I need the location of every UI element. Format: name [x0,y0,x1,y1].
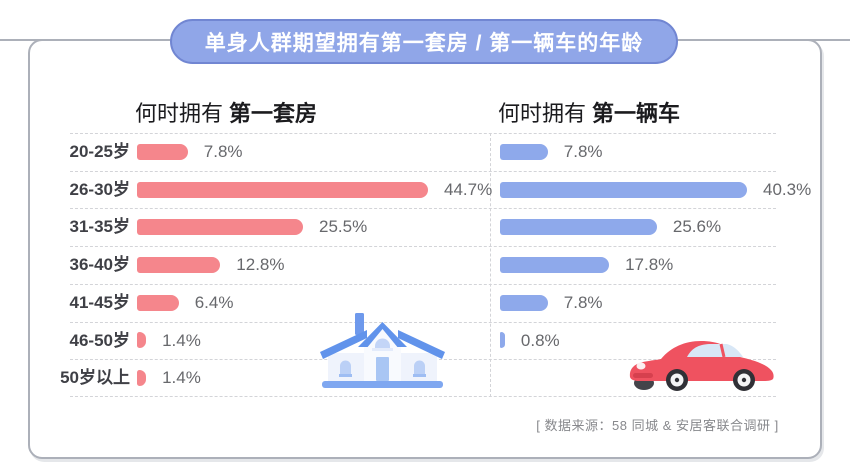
house-icon [320,313,445,388]
value-label: 12.8% [236,255,285,275]
car-bar [500,332,505,349]
grid-column-divider [490,133,491,397]
category-label: 36-40岁 [69,255,130,275]
value-label: 25.5% [319,217,368,237]
category-label: 26-30岁 [69,179,130,199]
house-bar [137,219,303,236]
car-heading-prefix: 何时拥有 [498,101,587,126]
category-label: 31-35岁 [69,217,130,237]
banner-title: 单身人群期望拥有第一套房 / 第一辆车的年龄 [204,31,644,55]
car-bar [500,143,548,160]
chart-grid: 20-25岁 26-30岁 31-35岁 36-40岁 41-45岁 46-50岁 50岁以… [60,133,811,397]
house-heading-prefix: 何时拥有 [135,101,224,126]
value-label: 6.4% [194,292,234,312]
car-bar [500,294,548,311]
car-heading-bold: 第一辆车 [592,101,681,126]
house-chart-heading: 何时拥有 第一套房 [135,96,317,128]
house-bar [137,257,221,273]
category-label: 20-25岁 [69,142,130,161]
category-label: 50岁以上 [60,368,130,388]
grid-row-divider [70,246,776,248]
value-label: 44.7% [444,179,493,199]
house-bar [137,370,147,387]
car-bar [500,219,657,236]
category-label: 46-50岁 [69,330,130,350]
value-label: 25.6% [672,217,722,237]
chart-panel [28,39,822,459]
grid-row-divider [70,283,776,285]
house-bar [137,143,188,160]
value-label: 7.8% [203,142,243,161]
car-chart-heading: 何时拥有 第一辆车 [498,96,680,128]
car-icon [629,341,774,391]
grid-row-divider [70,396,776,397]
value-label: 40.3% [763,179,812,199]
title-banner: 单身人群期望拥有第一套房 / 第一辆车的年龄 [170,19,678,64]
grid-row-divider [70,133,776,134]
value-label: 17.8% [625,255,674,275]
car-bar [500,257,610,273]
grid-row-divider [70,170,776,172]
data-source-note: [ 数据来源：58 同城 & 安居客联合调研 ] [536,418,779,433]
value-label: 1.4% [162,330,201,350]
grid-row-divider [70,208,776,210]
house-bar [137,181,428,198]
grid-row-divider [70,321,776,323]
house-bar [137,332,147,349]
car-bar [500,181,747,198]
category-label: 41-45岁 [69,292,130,312]
house-bar [137,294,179,311]
value-label: 0.8% [520,330,560,350]
house-heading-bold: 第一套房 [229,101,318,126]
value-label: 7.8% [563,292,603,312]
value-label: 7.8% [563,142,603,161]
value-label: 1.4% [162,368,201,388]
